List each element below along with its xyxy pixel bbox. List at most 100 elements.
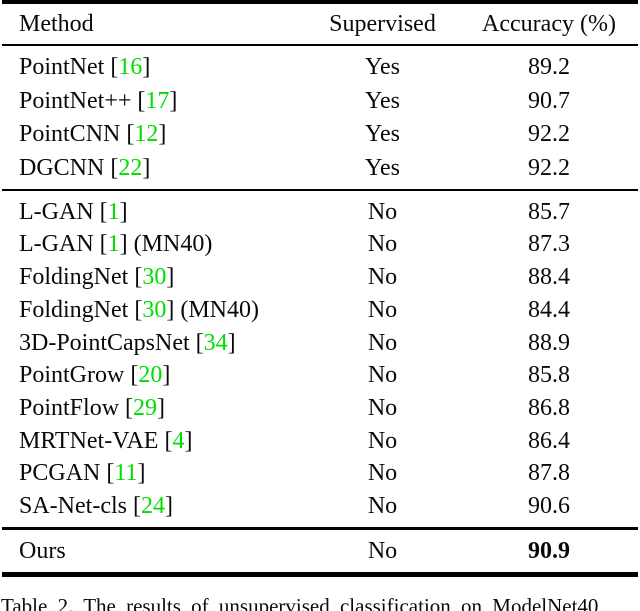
accuracy-cell: 85.8 xyxy=(528,362,570,389)
supervised-cell: Yes xyxy=(365,154,400,181)
table-top-rule xyxy=(2,0,638,4)
citation-open-bracket: [ xyxy=(104,54,119,81)
citation-number[interactable]: 30 xyxy=(142,264,167,291)
citation-open-bracket: [ xyxy=(93,198,108,225)
table-row: L-GAN [1] (MN40) No 87.3 xyxy=(0,232,640,256)
citation-close-bracket: ] xyxy=(142,154,151,181)
citation-number[interactable]: 1 xyxy=(107,231,120,258)
table-row: PointNet++ [17] Yes 90.7 xyxy=(0,89,640,113)
method-cell: 3D-PointCapsNet [34] xyxy=(0,331,300,355)
citation-close-bracket: ] xyxy=(166,296,175,323)
citation-open-bracket: [ xyxy=(189,329,204,356)
citation-number[interactable]: 20 xyxy=(138,362,163,389)
citation-open-bracket: [ xyxy=(131,87,146,114)
method-cell: FoldingNet [30] xyxy=(0,265,300,289)
table-row: PCGAN [11] No 87.8 xyxy=(0,461,640,485)
table-caption: Table 2. The results of unsupervised cla… xyxy=(1,594,599,611)
table-row: 3D-PointCapsNet [34] No 88.9 xyxy=(0,331,640,355)
citation-close-bracket: ] xyxy=(184,427,193,454)
method-name: FoldingNet xyxy=(19,264,129,291)
citation-close-bracket: ] xyxy=(157,395,166,422)
method-cell: DGCNN [22] xyxy=(0,156,300,180)
table-row: FoldingNet [30] No 88.4 xyxy=(0,265,640,289)
citation-number[interactable]: 11 xyxy=(114,460,138,487)
method-cell: L-GAN [1] (MN40) xyxy=(0,232,300,256)
citation-close-bracket: ] xyxy=(158,121,167,148)
method-cell: MRTNet-VAE [4] xyxy=(0,429,300,453)
supervised-cell: Yes xyxy=(365,87,400,114)
citation-open-bracket: [ xyxy=(128,264,143,291)
accuracy-cell: 92.2 xyxy=(528,154,570,181)
accuracy-cell: 84.4 xyxy=(528,296,570,323)
citation-number[interactable]: 17 xyxy=(145,87,170,114)
citation-number[interactable]: 1 xyxy=(107,198,120,225)
table-bottom-rule xyxy=(2,572,638,577)
col-header-supervised: Supervised xyxy=(329,11,436,37)
citation-close-bracket: ] xyxy=(166,264,175,291)
citation-number[interactable]: 24 xyxy=(140,493,165,520)
citation-close-bracket: ] xyxy=(164,493,173,520)
citation-open-bracket: [ xyxy=(93,231,108,258)
citation-close-bracket: ] xyxy=(119,231,128,258)
table-row: PointFlow [29] No 86.8 xyxy=(0,396,640,420)
table-row: MRTNet-VAE [4] No 86.4 xyxy=(0,429,640,453)
citation-number[interactable]: 29 xyxy=(133,395,158,422)
method-name: DGCNN xyxy=(19,154,105,181)
supervised-cell: No xyxy=(367,362,398,389)
method-name: Ours xyxy=(19,538,66,564)
method-name: PointFlow xyxy=(19,395,120,422)
method-cell: PointFlow [29] xyxy=(0,396,300,420)
method-cell: L-GAN [1] xyxy=(0,200,300,224)
table-row: SA-Net-cls [24] No 90.6 xyxy=(0,494,640,518)
accuracy-cell: 88.4 xyxy=(528,264,570,291)
accuracy-cell: 88.9 xyxy=(528,329,570,356)
method-name: PointNet++ xyxy=(19,87,132,114)
supervised-cell: No xyxy=(367,460,398,487)
method-cell: PointNet [16] xyxy=(0,55,300,79)
table-header-row: Method Supervised Accuracy (%) xyxy=(0,4,640,44)
accuracy-cell: 86.4 xyxy=(528,427,570,454)
method-cell: PointCNN [12] xyxy=(0,122,300,146)
citation-open-bracket: [ xyxy=(128,296,143,323)
method-name: FoldingNet xyxy=(19,296,129,323)
table-row: DGCNN [22] Yes 92.2 xyxy=(0,156,640,180)
accuracy-cell: 92.2 xyxy=(528,121,570,148)
method-cell: FoldingNet [30] (MN40) xyxy=(0,298,300,322)
citation-number[interactable]: 34 xyxy=(203,329,228,356)
citation-number[interactable]: 16 xyxy=(118,54,143,81)
supervised-cell: Yes xyxy=(365,54,400,81)
citation-close-bracket: ] xyxy=(169,87,178,114)
citation-close-bracket: ] xyxy=(119,198,128,225)
method-cell: SA-Net-cls [24] xyxy=(0,494,300,518)
method-suffix: (MN40) xyxy=(127,231,213,258)
method-cell: PointGrow [20] xyxy=(0,363,300,387)
citation-number[interactable]: 22 xyxy=(118,154,143,181)
col-header-accuracy: Accuracy (%) xyxy=(482,11,616,37)
supervised-cell: No xyxy=(367,198,398,225)
method-name: PCGAN xyxy=(19,460,101,487)
citation-number[interactable]: 4 xyxy=(172,427,185,454)
citation-open-bracket: [ xyxy=(119,395,134,422)
citation-close-bracket: ] xyxy=(142,54,151,81)
citation-number[interactable]: 12 xyxy=(134,121,159,148)
table-row: PointCNN [12] Yes 92.2 xyxy=(0,122,640,146)
table-row: PointGrow [20] No 85.8 xyxy=(0,363,640,387)
table-row: Ours No 90.9 xyxy=(0,539,640,563)
supervised-cell: No xyxy=(367,296,398,323)
citation-open-bracket: [ xyxy=(158,427,173,454)
citation-number[interactable]: 30 xyxy=(142,296,167,323)
citation-open-bracket: [ xyxy=(104,154,119,181)
supervised-cell: No xyxy=(367,329,398,356)
header-separator-rule xyxy=(2,44,638,46)
method-suffix: (MN40) xyxy=(174,296,259,323)
method-name: SA-Net-cls xyxy=(19,493,127,520)
method-cell: PointNet++ [17] xyxy=(0,89,300,113)
supervised-cell: No xyxy=(367,427,398,454)
supervised-methods-group: PointNet [16] Yes 89.2 PointNet++ [17] Yes 90… xyxy=(0,46,640,189)
method-name: MRTNet-VAE xyxy=(19,427,159,454)
method-name: L-GAN xyxy=(19,198,94,225)
col-header-method: Method xyxy=(19,11,94,37)
group-separator-rule xyxy=(2,189,638,191)
method-name: 3D-PointCapsNet xyxy=(19,329,190,356)
